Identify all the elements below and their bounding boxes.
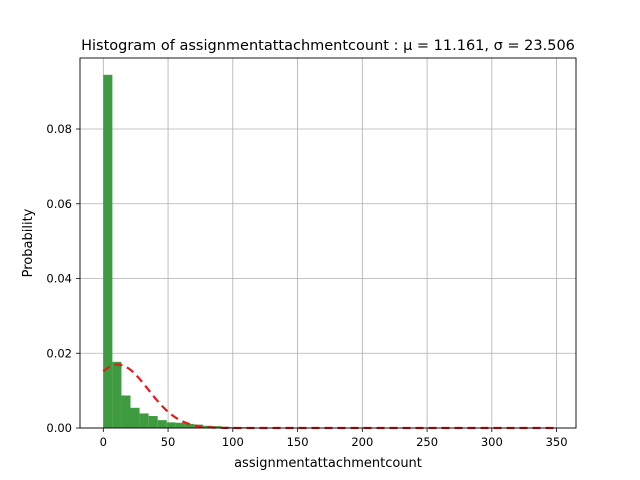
x-tick-label: 100 (222, 435, 244, 449)
histogram-bars (103, 74, 276, 429)
y-tick-label: 0.08 (46, 122, 72, 136)
x-tick-label: 50 (161, 435, 176, 449)
histogram-bar (212, 426, 222, 428)
histogram-bar (130, 407, 140, 428)
histogram-bar (121, 395, 131, 428)
histogram-bar (203, 425, 213, 428)
x-tick-label: 350 (546, 435, 568, 449)
histogram-bar (139, 413, 149, 428)
histogram-bar (175, 422, 185, 428)
x-tick-label: 300 (481, 435, 503, 449)
y-tick-label: 0.04 (46, 272, 72, 286)
x-axis-ticks: 0 50 100 150 200 250 300 350 (100, 428, 568, 449)
x-tick-label: 150 (287, 435, 309, 449)
chart-title: Histogram of assignmentattachmentcount :… (81, 38, 575, 54)
plot-frame (79, 57, 577, 429)
y-tick-label: 0.00 (46, 421, 72, 435)
histogram-bar (148, 416, 158, 428)
y-tick-label: 0.06 (46, 197, 72, 211)
x-tick-label: 0 (100, 435, 107, 449)
x-tick-label: 200 (351, 435, 373, 449)
histogram-bar (112, 361, 122, 428)
x-tick-label: 250 (416, 435, 438, 449)
y-axis-label: Probability (21, 208, 36, 277)
grid-lines (80, 58, 576, 429)
y-tick-label: 0.02 (46, 346, 72, 360)
histogram-bar (103, 74, 113, 429)
histogram-bar (166, 422, 176, 428)
histogram-bar (184, 423, 194, 428)
histogram-bar (157, 420, 167, 428)
x-axis-label: assignmentattachmentcount (234, 456, 422, 471)
y-axis-ticks: 0.00 0.02 0.04 0.06 0.08 (46, 122, 80, 435)
normal-fit-curve (102, 363, 557, 430)
